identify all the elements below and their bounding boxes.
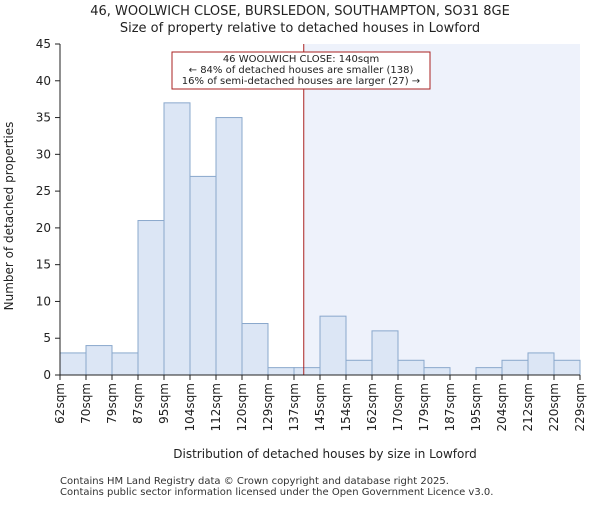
bar-204sqm — [501, 359, 529, 376]
y-tick-label: 45 — [36, 37, 51, 51]
bar-79sqm — [111, 352, 139, 376]
x-tick-label: 129sqm — [261, 383, 275, 431]
x-tick-label: 87sqm — [131, 383, 145, 424]
x-tick-label: 195sqm — [469, 383, 483, 431]
x-tick-label: 62sqm — [53, 383, 67, 424]
y-tick-label: 40 — [36, 74, 51, 88]
bar-220sqm — [553, 359, 581, 376]
bar-212sqm — [527, 352, 555, 376]
y-tick-label: 20 — [36, 221, 51, 235]
y-tick-label: 35 — [36, 111, 51, 125]
bar-62sqm — [59, 352, 87, 376]
bar-195sqm — [475, 367, 503, 376]
bar-170sqm — [397, 359, 425, 376]
x-axis: 62sqm 70sqm 79sqm 87sqm 95sqm 104sqm 112sqm 120… — [53, 374, 587, 431]
y-tick-label: 10 — [36, 294, 51, 308]
highlight-region — [303, 44, 580, 375]
x-axis-label: Distribution of detached houses by size … — [173, 447, 476, 461]
annotation: 46 WOOLWICH CLOSE: 140sqm ← 84% of detac… — [171, 51, 431, 90]
x-tick-label: 120sqm — [235, 383, 249, 431]
bars — [59, 102, 581, 376]
x-tick-label: 154sqm — [339, 383, 353, 431]
y-tick-label: 5 — [43, 331, 51, 345]
chart-subtitle: Size of property relative to detached ho… — [120, 21, 480, 36]
bar-87sqm — [137, 220, 165, 376]
x-tick-label: 70sqm — [79, 383, 93, 424]
x-tick-label: 95sqm — [157, 383, 171, 424]
x-tick-label: 162sqm — [365, 383, 379, 431]
x-tick-label: 229sqm — [573, 383, 587, 431]
x-tick-label: 104sqm — [183, 383, 197, 431]
y-tick-label: 25 — [36, 184, 51, 198]
x-tick-label: 170sqm — [391, 383, 405, 431]
x-tick-label: 212sqm — [521, 383, 535, 431]
x-tick-label: 137sqm — [287, 383, 301, 431]
bar-137sqm — [293, 367, 321, 376]
x-tick-label: 79sqm — [105, 383, 119, 424]
bar-129sqm — [267, 367, 295, 376]
chart-title: 46, WOOLWICH CLOSE, BURSLEDON, SOUTHAMPT… — [90, 4, 510, 19]
y-tick-label: 0 — [43, 368, 51, 382]
x-tick-label: 204sqm — [495, 383, 509, 431]
y-tick-label: 15 — [36, 258, 51, 272]
footer-line-1: Contains HM Land Registry data © Crown c… — [60, 476, 449, 487]
y-axis: 0 5 10 15 20 25 30 35 40 45 — [36, 37, 61, 382]
bar-162sqm — [371, 330, 399, 376]
annotation-line-3: 16% of semi-detached houses are larger (… — [182, 76, 420, 87]
annotation-box — [171, 51, 431, 90]
x-tick-label: 220sqm — [547, 383, 561, 431]
footer-line-2: Contains public sector information licen… — [60, 487, 493, 498]
bar-179sqm — [423, 367, 451, 376]
bar-154sqm — [345, 359, 373, 376]
x-tick-label: 112sqm — [209, 383, 223, 431]
x-tick-label: 187sqm — [443, 383, 457, 431]
bar-104sqm — [189, 175, 217, 376]
annotation-line-1: 46 WOOLWICH CLOSE: 140sqm — [223, 54, 379, 65]
y-axis-label: Number of detached properties — [2, 122, 16, 311]
x-tick-label: 179sqm — [417, 383, 431, 431]
bar-112sqm — [215, 117, 243, 376]
bar-145sqm — [319, 315, 347, 376]
x-tick-label: 145sqm — [313, 383, 327, 431]
bar-95sqm — [163, 102, 191, 376]
bar-120sqm — [241, 323, 269, 376]
annotation-line-2: ← 84% of detached houses are smaller (13… — [189, 65, 414, 76]
bar-70sqm — [85, 345, 113, 376]
y-tick-label: 30 — [36, 147, 51, 161]
